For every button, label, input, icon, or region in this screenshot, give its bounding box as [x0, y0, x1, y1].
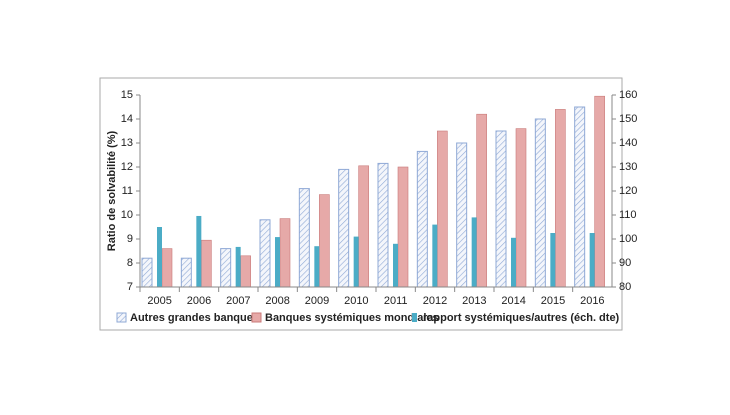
- chart-border: [99, 77, 623, 331]
- bar: [161, 248, 173, 288]
- bar: [235, 246, 241, 287]
- bar: [358, 165, 369, 288]
- bar: [589, 233, 595, 287]
- bar: [471, 217, 477, 287]
- bar: [432, 224, 438, 287]
- y2-tick-label: 110: [619, 209, 637, 221]
- bar: [196, 215, 202, 287]
- y-tick-label: 12: [121, 161, 133, 173]
- x-tick-label: 2009: [305, 295, 329, 307]
- bar: [275, 237, 280, 287]
- bar: [515, 128, 527, 288]
- y-axis-label: Ratio de solvabilité (%): [106, 130, 118, 251]
- bar: [180, 257, 192, 288]
- x-tick-label: 2016: [580, 295, 604, 307]
- bar: [555, 109, 566, 288]
- y-tick-label: 14: [121, 113, 133, 125]
- bar: [319, 194, 330, 288]
- bar: [377, 162, 389, 288]
- y2-tick-label: 90: [619, 257, 631, 269]
- y-tick-label: 10: [121, 209, 133, 221]
- y2-tick-label: 100: [619, 233, 637, 245]
- bar: [574, 106, 586, 288]
- x-tick-label: 2012: [423, 295, 447, 307]
- y-tick-label: 13: [121, 137, 133, 149]
- y2-tick-label: 120: [619, 185, 637, 197]
- y2-tick-label: 160: [619, 89, 637, 101]
- legend-label: Autres grandes banques: [130, 312, 259, 324]
- bar: [201, 239, 212, 288]
- y-tick-label: 7: [127, 281, 133, 293]
- bar: [397, 166, 409, 288]
- bar: [259, 219, 271, 288]
- bar: [157, 227, 162, 287]
- y2-tick-label: 150: [619, 113, 637, 125]
- y-tick-label: 15: [121, 89, 133, 101]
- y-tick-label: 11: [122, 185, 133, 197]
- y2-tick-label: 80: [619, 281, 631, 293]
- bar: [353, 236, 359, 287]
- y2-tick-label: 130: [619, 161, 637, 173]
- legend-swatch: [251, 312, 262, 323]
- bar: [298, 188, 310, 288]
- bar: [437, 130, 448, 288]
- bar: [314, 246, 320, 287]
- bar: [416, 150, 428, 288]
- bar: [456, 142, 468, 288]
- x-tick-label: 2010: [344, 295, 368, 307]
- x-tick-label: 2006: [187, 295, 211, 307]
- x-tick-label: 2008: [265, 295, 289, 307]
- bar: [338, 168, 350, 288]
- y-tick-label: 8: [127, 257, 133, 269]
- bar: [550, 233, 556, 287]
- legend-swatch: [116, 312, 127, 323]
- x-tick-label: 2015: [541, 295, 565, 307]
- bar: [141, 257, 153, 288]
- x-tick-label: 2005: [147, 295, 171, 307]
- x-tick-label: 2011: [384, 295, 408, 307]
- bar: [495, 130, 507, 288]
- x-tick-label: 2013: [462, 295, 486, 307]
- bar: [511, 237, 516, 287]
- bar: [279, 218, 291, 288]
- x-tick-label: 2007: [226, 295, 250, 307]
- legend-swatch: [412, 313, 417, 322]
- bar: [393, 243, 398, 287]
- bar: [476, 113, 487, 288]
- legend-label: rapport systémiques/autres (éch. dte): [423, 312, 620, 324]
- y-tick-label: 9: [127, 233, 133, 245]
- x-tick-label: 2014: [501, 295, 525, 307]
- legend-label: Banques systémiques mondiales: [265, 312, 439, 324]
- bar: [534, 118, 546, 288]
- bar: [240, 255, 251, 288]
- bar: [594, 95, 605, 288]
- bar: [220, 248, 232, 288]
- y2-tick-label: 140: [619, 137, 637, 149]
